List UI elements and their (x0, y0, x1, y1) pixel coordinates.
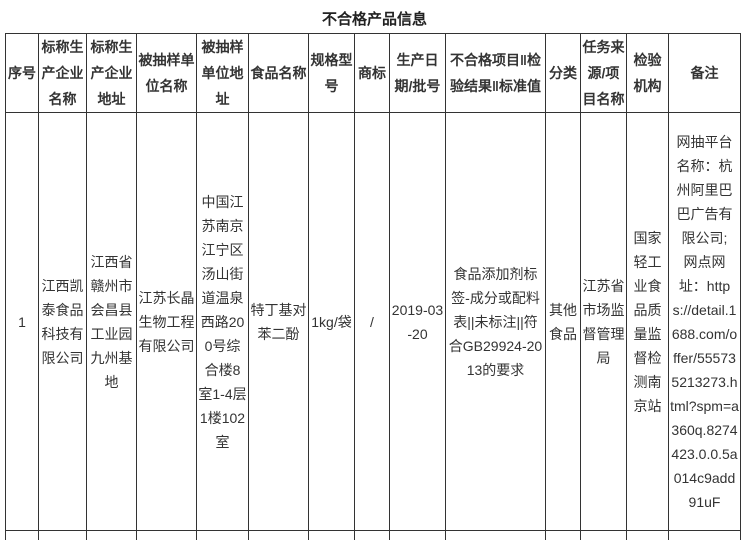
cell-failed-item: 食品添加剂标签-成分或配料表||未标注||符合GB29924-2013的要求 (445, 112, 546, 531)
table-header-row: 序号 标称生产企业名称 标称生产企业地址 被抽样单位名称 被抽样单位地址 食品名… (5, 33, 741, 113)
page-title: 不合格产品信息 (321, 11, 427, 28)
cell-producer-address: 江西省赣州市会昌县工业园九州基地 (86, 112, 137, 531)
col-header-producer-name: 标称生产企业名称 (38, 33, 87, 113)
col-header-failed-item: 不合格项目‖检验结果‖标准值 (445, 33, 546, 113)
col-header-spec-model: 规格型号 (308, 33, 355, 113)
cell-spec-model: 1kg/袋 (308, 112, 355, 531)
unqualified-products-table: 序号 标称生产企业名称 标称生产企业地址 被抽样单位名称 被抽样单位地址 食品名… (5, 33, 741, 540)
col-header-seq: 序号 (5, 33, 39, 113)
cell-inspection-agency: 国家轻工业食品质量监督检测南京站 (626, 112, 669, 531)
col-header-trademark: 商标 (354, 33, 390, 113)
table-row-clipped (5, 530, 741, 540)
cell-task-source: 江苏省市场监督管理局 (580, 112, 627, 531)
col-header-remark: 备注 (668, 33, 741, 113)
col-header-production-date: 生产日期/批号 (389, 33, 446, 113)
col-header-inspection-agency: 检验机构 (626, 33, 669, 113)
cell-remark: 网抽平台名称：杭州阿里巴巴广告有限公司; 网点网址：https://detail… (668, 112, 741, 531)
cell-sampled-unit-name: 江苏长晶生物工程有限公司 (136, 112, 197, 531)
cell-trademark: / (354, 112, 390, 531)
cell-producer-name: 江西凯泰食品科技有限公司 (38, 112, 87, 531)
table-row: 1 江西凯泰食品科技有限公司 江西省赣州市会昌县工业园九州基地 江苏长晶生物工程… (5, 112, 741, 531)
cell-food-name: 特丁基对苯二酚 (248, 112, 309, 531)
col-header-task-source: 任务来源/项目名称 (580, 33, 627, 113)
col-header-sampled-unit-address: 被抽样单位地址 (196, 33, 249, 113)
col-header-sampled-unit-name: 被抽样单位名称 (136, 33, 197, 113)
col-header-producer-address: 标称生产企业地址 (86, 33, 137, 113)
cell-seq: 1 (5, 112, 39, 531)
cell-production-date: 2019-03-20 (389, 112, 446, 531)
cell-category: 其他食品 (545, 112, 581, 531)
cell-sampled-unit-address: 中国江苏南京江宁区汤山街道温泉西路200号综合楼8室1-4层1楼102室 (196, 112, 249, 531)
col-header-food-name: 食品名称 (248, 33, 309, 113)
col-header-category: 分类 (545, 33, 581, 113)
